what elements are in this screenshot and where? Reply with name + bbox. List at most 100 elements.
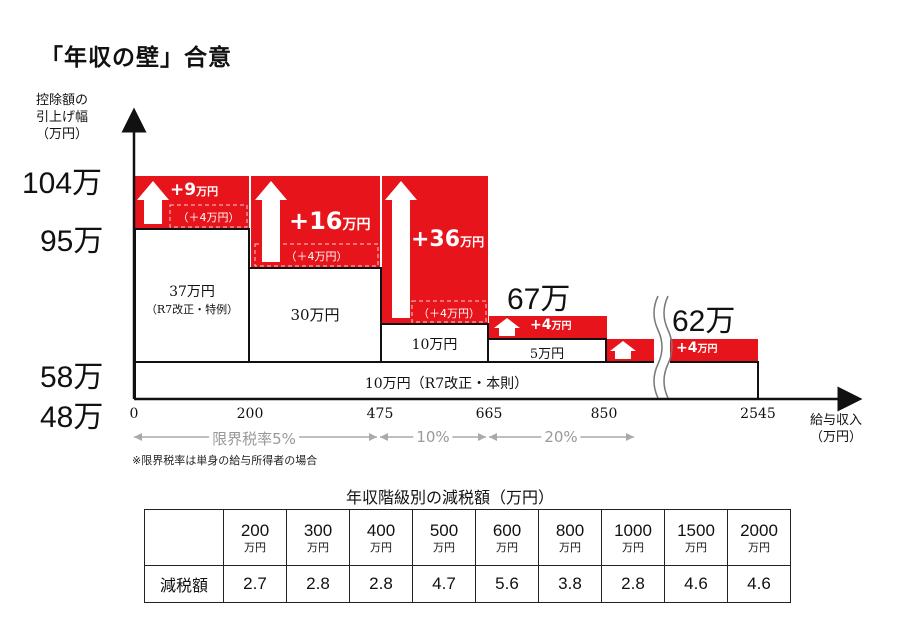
- y-value-58: 58万: [40, 361, 104, 394]
- page-title: 「年収の壁」合意: [40, 45, 232, 71]
- white-box-label: 5万円: [529, 347, 565, 362]
- reduction-cell: 3.8: [538, 565, 602, 603]
- red-label-unit: 万円: [460, 235, 485, 249]
- axis-break-line: [663, 295, 673, 399]
- table-row: 減税額 2.7 2.8 2.8 4.7 5.6 3.8 2.8 4.6 4.6: [144, 565, 791, 603]
- reduction-cell: 2.8: [601, 565, 665, 603]
- income-header-cell: 600 万円: [475, 509, 539, 566]
- x-tick: 200: [236, 406, 264, 422]
- x-axis-label-line: 給与収入: [809, 413, 862, 428]
- income-unit: 万円: [748, 541, 770, 554]
- table-corner-cell: [144, 509, 224, 566]
- income-unit: 万円: [685, 541, 707, 554]
- x-axis-label-line: （万円）: [809, 430, 862, 445]
- red-label-unit: 万円: [196, 185, 219, 198]
- up-arrow-icon: [610, 341, 636, 359]
- income-value: 1500: [677, 520, 715, 540]
- income-value: 2000: [740, 520, 778, 540]
- reduction-cell: 4.6: [664, 565, 728, 603]
- red-sub-label: （＋4万円）: [285, 250, 348, 263]
- white-box-label: 37万円: [169, 284, 215, 300]
- red-bar-850-2545b: [667, 339, 758, 362]
- income-header-cell: 400 万円: [349, 509, 413, 566]
- income-value: 1000: [614, 520, 652, 540]
- income-header-cell: 2000 万円: [727, 509, 791, 566]
- income-value: 300: [303, 520, 333, 540]
- red-sub-label: （＋4万円）: [177, 211, 240, 224]
- red-label-value: +4: [530, 317, 552, 333]
- table-header-row: 200 万円 300 万円 400 万円 500 万円 600 万円 800 万円 1000…: [144, 509, 791, 566]
- income-value: 200: [240, 520, 270, 540]
- red-label-16: +16万円: [289, 207, 371, 235]
- tax-reduction-table: 200 万円 300 万円 400 万円 500 万円 600 万円 800 万円 1000…: [144, 509, 791, 603]
- red-label-4: +4万円: [676, 340, 717, 356]
- red-label-value: +9: [170, 180, 197, 200]
- base-box-label: 10万円（R7改正・本則）: [364, 376, 529, 392]
- x-tick: 665: [475, 406, 503, 422]
- red-bar-665-850: [489, 316, 607, 339]
- red-sub-label: （＋4万円）: [418, 307, 480, 320]
- income-header-cell: 500 万円: [412, 509, 476, 566]
- reduction-cell: 2.8: [286, 565, 350, 603]
- income-unit: 万円: [370, 541, 392, 554]
- x-tick: 850: [590, 406, 618, 422]
- dashed-box-1: [169, 204, 248, 228]
- y-value-95: 95万: [40, 225, 104, 258]
- y-value-104: 104万: [22, 167, 103, 200]
- income-value: 500: [429, 520, 459, 540]
- up-arrow-icon: [255, 181, 287, 262]
- income-unit: 万円: [433, 541, 455, 554]
- income-value: 600: [492, 520, 522, 540]
- red-label-value: +4: [676, 340, 698, 356]
- x-tick: 0: [129, 406, 139, 422]
- dashed-box-3: [411, 300, 487, 323]
- income-header-cell: 300 万円: [286, 509, 350, 566]
- y-axis-label-line: 控除額の: [35, 93, 88, 108]
- white-box-label: 30万円: [290, 306, 340, 324]
- income-unit: 万円: [622, 541, 644, 554]
- white-box-200-475: [248, 267, 382, 363]
- x-tick: 475: [366, 406, 394, 422]
- up-arrow-icon: [137, 181, 169, 224]
- footnote: ※限界税率は単身の給与所得者の場合: [132, 454, 318, 467]
- red-label-value: +16: [289, 207, 343, 235]
- white-box-0-200: [134, 228, 250, 363]
- reduction-cell: 2.8: [349, 565, 413, 603]
- reduction-cell: 4.6: [727, 565, 791, 603]
- income-unit: 万円: [559, 541, 581, 554]
- red-label-9: +9万円: [170, 180, 218, 200]
- y-value-48: 48万: [40, 401, 104, 434]
- red-label-unit: 万円: [697, 344, 718, 355]
- white-box-label: 10万円: [411, 337, 458, 353]
- income-header-cell: 1500 万円: [664, 509, 728, 566]
- rate-band-5: 限界税率5%: [209, 428, 299, 449]
- income-value: 800: [555, 520, 585, 540]
- reduction-cell: 5.6: [475, 565, 539, 603]
- x-axis-label: 給与収入 （万円）: [798, 412, 874, 446]
- income-header-cell: 800 万円: [538, 509, 602, 566]
- callout-67: 67万: [507, 283, 571, 316]
- callout-62: 62万: [672, 305, 736, 338]
- income-unit: 万円: [307, 541, 329, 554]
- up-arrow-icon: [385, 181, 417, 318]
- white-box-label: （R7改正・特例）: [145, 303, 239, 316]
- red-label-36: +36万円: [411, 227, 484, 252]
- income-value: 400: [366, 520, 396, 540]
- rate-band-10: 10%: [413, 428, 453, 446]
- axis-break-line: [653, 295, 663, 399]
- red-label-value: +36: [411, 227, 461, 252]
- dashed-box-2: [254, 243, 379, 267]
- income-unit: 万円: [244, 541, 266, 554]
- white-box-475-665: [380, 323, 489, 363]
- up-arrow-icon: [494, 318, 520, 336]
- rate-band-arrows: [134, 433, 634, 441]
- x-tick: 2545: [740, 406, 776, 422]
- income-header-cell: 1000 万円: [601, 509, 665, 566]
- income-header-cell: 200 万円: [223, 509, 287, 566]
- y-axis-label: 控除額の 引上げ幅 （万円）: [24, 92, 100, 143]
- red-label-4: +4万円: [530, 317, 571, 333]
- row-label: 減税額: [144, 565, 224, 603]
- rate-band-20: 20%: [541, 428, 581, 446]
- income-unit: 万円: [496, 541, 518, 554]
- reduction-cell: 2.7: [223, 565, 287, 603]
